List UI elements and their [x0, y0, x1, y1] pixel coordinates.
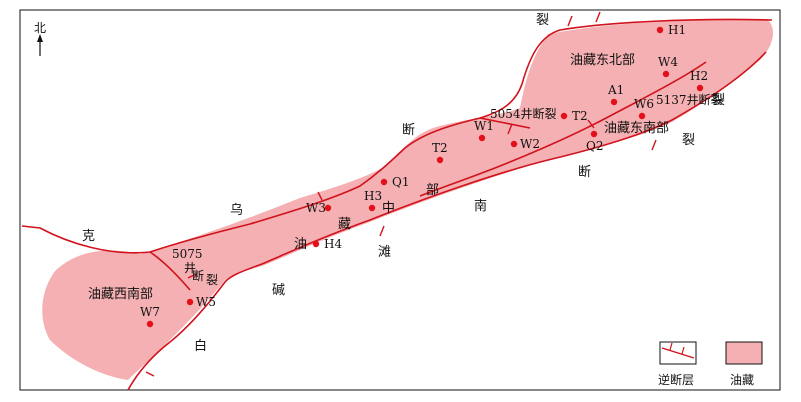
well-marker: [696, 84, 704, 92]
region-central-char-2: 藏: [338, 217, 351, 232]
well-marker: [478, 134, 486, 142]
region-central-char-1: 油: [294, 237, 307, 252]
reservoir-area: [42, 19, 774, 381]
well-marker: [324, 204, 332, 212]
fault-5075-label-3: 断: [192, 268, 204, 283]
well-label: W2: [520, 137, 540, 151]
nanbai-char-4: 白: [194, 338, 207, 354]
wubai-char-2: 乌: [230, 202, 243, 218]
well-label: Q2: [586, 139, 603, 153]
fault-5075-label-2: 井: [184, 261, 196, 275]
fault-5137-label: 5137井断裂: [656, 92, 723, 107]
well-label: T2: [572, 109, 588, 123]
well-label: W7: [140, 305, 160, 319]
fault-north-boundary: [21, 18, 773, 254]
region-sw-label: 油藏西南部: [88, 286, 153, 302]
well-label: W6: [634, 97, 654, 111]
well-marker: [590, 130, 598, 138]
region-central-char-3: 中: [382, 201, 395, 216]
well-marker: [436, 156, 444, 164]
region-se-label: 油藏东南部: [604, 120, 669, 136]
well-label: W1: [474, 119, 494, 133]
region-central-char-4: 部: [426, 183, 439, 198]
well-marker: [638, 112, 646, 120]
legend-reservoir-label: 油藏: [730, 373, 754, 387]
fault-5075-label-4: 裂: [206, 273, 218, 287]
nanbai-char-2: 滩: [378, 245, 391, 260]
well-marker: [186, 298, 194, 306]
well-label: H4: [324, 237, 342, 251]
well-marker: [510, 140, 518, 148]
legend-reservoir-swatch: [725, 341, 763, 365]
well-label: Q1: [392, 175, 409, 189]
well-marker: [656, 26, 664, 34]
fault-5075-label-1: 5075: [172, 247, 203, 261]
well-marker: [380, 178, 388, 186]
east-char-3: 断: [578, 165, 591, 180]
north-arrow: 北: [34, 21, 46, 56]
well-label: W5: [196, 295, 216, 309]
wubai-char-4: 裂: [536, 13, 549, 28]
well-label: H1: [668, 23, 686, 37]
region-ne-label: 油藏东北部: [570, 53, 635, 68]
fault-5137: [419, 61, 707, 197]
well-label: A1: [607, 83, 624, 97]
fault-lines: [21, 18, 773, 391]
well-marker: [146, 320, 154, 328]
nanbai-char-1: 南: [474, 198, 487, 214]
legend: 逆断层 油藏: [658, 341, 763, 387]
fault-5075: [149, 251, 191, 291]
well-label: T2: [432, 141, 448, 155]
well-label: H3: [364, 189, 382, 203]
well-label: W3: [306, 201, 326, 215]
well-marker: [610, 98, 618, 106]
well-label: W4: [658, 55, 678, 69]
legend-fault-label: 逆断层: [658, 372, 694, 387]
well-marker: [312, 240, 320, 248]
fault-5054-label: 5054井断裂: [490, 106, 557, 121]
nanbai-char-3: 碱: [272, 283, 285, 298]
fault-ticks: [145, 11, 657, 377]
east-char-1: 裂: [712, 93, 725, 108]
well-marker: [368, 204, 376, 212]
well-marker: [560, 112, 568, 120]
north-label: 北: [34, 21, 46, 35]
wubai-char-3: 断: [402, 123, 415, 138]
fault-south-boundary: [127, 51, 767, 391]
well-label: H2: [690, 69, 708, 83]
wubai-char-1: 克: [82, 229, 95, 244]
well-marker: [662, 70, 670, 78]
fault-5054: [479, 117, 531, 129]
well-markers: H1 W4 H2 A1 W6 T2 Q2 W1 W2 T2 Q1 H3 W3 H4 W5 W7: [140, 23, 708, 328]
east-char-2: 裂: [682, 133, 695, 148]
